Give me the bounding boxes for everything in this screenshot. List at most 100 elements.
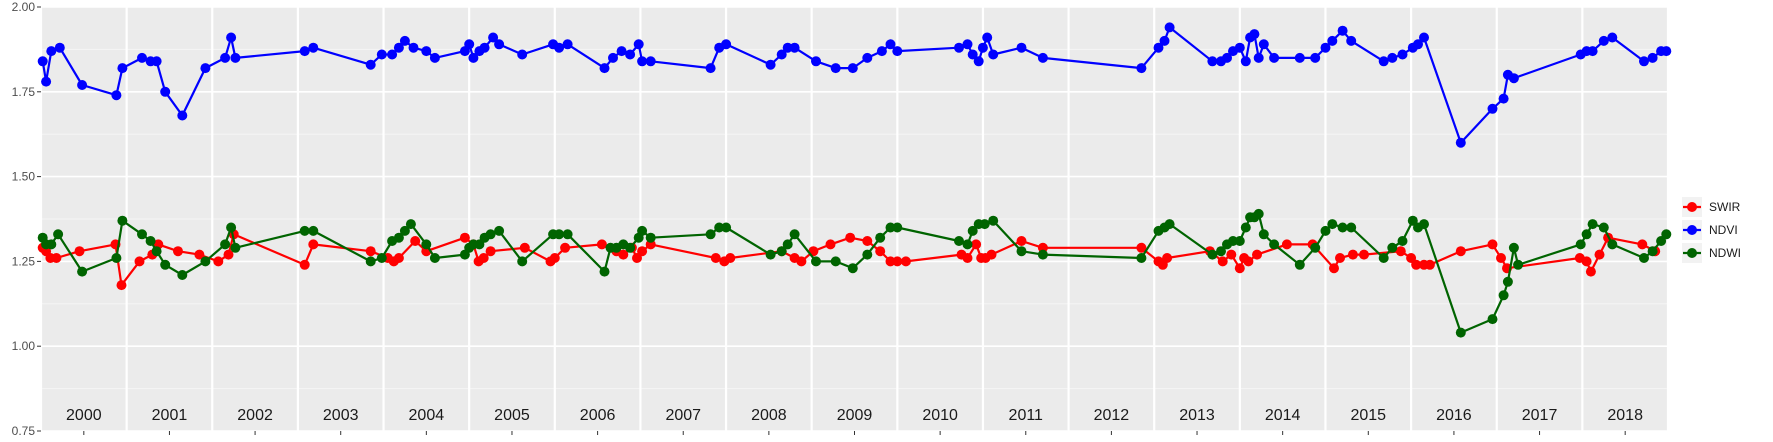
data-point-ndwi	[376, 253, 387, 263]
data-point-ndvi	[1639, 56, 1649, 67]
data-point-ndvi	[811, 56, 821, 67]
data-point-swir	[1487, 239, 1498, 250]
data-point-swir	[1424, 259, 1435, 270]
data-point-swir	[223, 249, 234, 260]
year-label: 2000	[66, 407, 102, 424]
year-label: 2006	[580, 407, 616, 424]
data-point-ndwi	[77, 266, 88, 277]
data-point-ndwi	[599, 266, 610, 277]
data-point-swir	[560, 242, 571, 253]
data-point-ndvi	[830, 63, 841, 74]
data-point-ndvi	[973, 56, 984, 67]
year-label: 2002	[237, 407, 273, 424]
data-point-swir	[393, 253, 404, 263]
data-point-ndvi	[365, 59, 376, 70]
data-point-ndwi	[1234, 236, 1245, 246]
data-point-ndvi	[1249, 29, 1260, 40]
legend-label-ndwi: NDWI	[1709, 246, 1741, 260]
data-point-ndvi	[1153, 42, 1164, 53]
data-point-ndvi	[1508, 73, 1519, 84]
data-point-ndwi	[847, 263, 858, 274]
data-point-ndwi	[554, 229, 565, 240]
data-point-ndwi	[1587, 219, 1598, 230]
data-point-ndwi	[1016, 246, 1027, 257]
data-point-ndvi	[782, 42, 793, 53]
legend-key-point	[1687, 248, 1697, 258]
data-point-ndwi	[1320, 225, 1331, 236]
year-label: 2005	[494, 407, 530, 424]
data-point-ndvi	[982, 32, 993, 43]
data-point-ndwi	[967, 225, 978, 236]
data-point-ndvi	[1320, 42, 1331, 53]
data-point-ndvi	[220, 52, 231, 63]
data-point-ndvi	[308, 42, 319, 53]
data-point-swir	[710, 253, 721, 263]
data-point-ndvi	[77, 80, 88, 90]
data-point-ndvi	[37, 56, 48, 67]
data-point-ndwi	[954, 236, 964, 246]
series-ndwi	[37, 208, 1672, 338]
data-point-ndvi	[633, 39, 644, 50]
data-point-ndvi	[876, 46, 887, 57]
year-label: 2004	[409, 407, 445, 424]
x-axis	[83, 431, 1626, 435]
data-point-ndvi	[562, 39, 573, 50]
data-point-swir	[116, 280, 127, 291]
data-point-ndwi	[1607, 239, 1618, 250]
data-point-swir	[213, 256, 224, 267]
year-label: 2010	[922, 407, 958, 424]
data-point-ndvi	[1234, 42, 1245, 53]
data-point-ndwi	[705, 229, 716, 240]
data-point-ndwi	[988, 215, 999, 226]
data-point-ndvi	[637, 56, 648, 67]
data-point-swir	[632, 253, 642, 263]
data-point-ndvi	[464, 39, 475, 50]
data-point-ndvi	[892, 46, 903, 57]
data-point-ndwi	[160, 259, 171, 270]
data-point-ndvi	[1661, 46, 1672, 57]
data-point-ndvi	[1164, 22, 1175, 33]
year-labels: 2000 2001 2002 2003 2004 2005 2006 2007 2008 2009…	[66, 407, 1643, 424]
year-label: 2009	[837, 407, 873, 424]
data-point-ndvi	[137, 52, 147, 63]
data-point-ndvi	[1136, 63, 1147, 74]
data-point-ndwi	[1647, 246, 1658, 257]
data-point-ndwi	[137, 229, 147, 240]
legend-key-point	[1687, 225, 1697, 235]
data-point-ndwi	[875, 232, 886, 243]
data-point-ndvi	[1346, 35, 1357, 46]
legend-label-swir: SWIR	[1709, 200, 1741, 214]
data-point-ndvi	[599, 63, 610, 74]
data-point-swir	[1335, 253, 1345, 263]
data-point-swir	[51, 253, 62, 263]
y-tick-label: 1.25	[12, 254, 36, 268]
data-point-swir	[1594, 249, 1605, 260]
series-line-swir	[41, 233, 1656, 287]
data-point-swir	[637, 246, 648, 257]
legend: SWIR NDVI NDWI	[1677, 195, 1759, 266]
data-point-ndwi	[365, 256, 376, 267]
data-point-swir	[308, 239, 319, 250]
data-point-ndvi	[1294, 52, 1305, 63]
data-point-ndvi	[608, 52, 618, 63]
data-point-ndwi	[1216, 246, 1226, 257]
data-point-ndwi	[421, 239, 432, 250]
data-point-ndvi	[399, 35, 410, 46]
data-point-ndvi	[1587, 46, 1598, 57]
major-gridlines	[39, 6, 1670, 432]
data-point-ndvi	[408, 42, 419, 53]
data-point-swir	[1329, 263, 1339, 274]
data-point-ndvi	[177, 110, 188, 121]
data-point-swir	[796, 256, 807, 267]
data-point-ndwi	[151, 246, 162, 257]
data-point-ndwi	[1240, 222, 1251, 233]
data-point-ndvi	[111, 90, 122, 101]
data-point-swir	[862, 236, 873, 246]
data-point-ndwi	[1310, 242, 1321, 253]
year-label: 2012	[1094, 407, 1130, 424]
data-point-ndwi	[1164, 219, 1175, 230]
data-point-swir	[1496, 253, 1506, 263]
year-label: 2014	[1265, 407, 1301, 424]
data-point-ndwi	[862, 249, 873, 260]
data-point-ndwi	[892, 222, 903, 233]
